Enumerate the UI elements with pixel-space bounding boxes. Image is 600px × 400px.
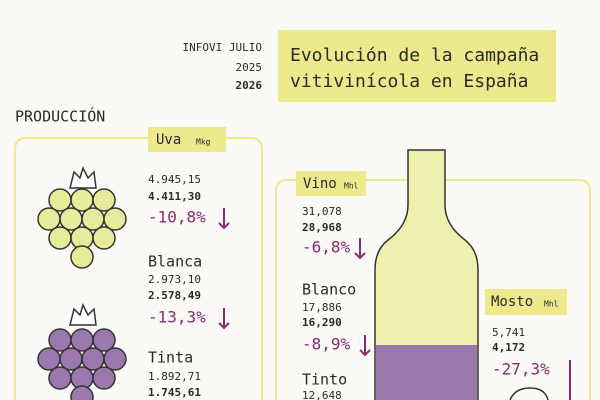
unit: Mkg xyxy=(196,138,211,147)
value-curr: 2.578,49 xyxy=(148,289,201,302)
title-box xyxy=(278,30,556,102)
change: -6,8% xyxy=(302,238,351,257)
unit: Mhl xyxy=(544,300,559,309)
label-box xyxy=(485,289,567,315)
change: -13,3% xyxy=(148,308,206,327)
panel xyxy=(14,137,263,400)
change: -10,8% xyxy=(148,208,206,227)
value-curr: 4,172 xyxy=(492,341,525,354)
mosto-icon xyxy=(509,387,549,400)
change: -27,3% xyxy=(492,360,550,379)
arrow-down xyxy=(359,335,371,357)
group-name: Blanco xyxy=(302,281,356,299)
panel-label: Uva xyxy=(156,132,181,148)
value-prev: 5,741 xyxy=(492,326,525,339)
change: -8,9% xyxy=(302,335,351,354)
label-box xyxy=(296,171,366,196)
arrow-down xyxy=(218,208,230,230)
bottle xyxy=(374,149,479,400)
value-curr: 1.745,61 xyxy=(148,386,201,399)
value-prev: 4.945,15 xyxy=(148,173,201,186)
arrow-down xyxy=(218,308,230,330)
section-title: PRODUCCIÓN xyxy=(15,107,105,126)
label-box xyxy=(148,127,226,152)
value-prev: 1.892,71 xyxy=(148,370,201,383)
value-curr: 16,290 xyxy=(302,316,342,329)
source: INFOVI JULIO xyxy=(183,41,262,54)
title: Evolución de la campaña xyxy=(290,45,539,66)
grapes-white xyxy=(37,165,127,269)
group-name: Blanca xyxy=(148,253,202,271)
panel-label: Mosto xyxy=(491,294,533,310)
year-current: 2026 xyxy=(236,79,263,92)
year-previous: 2025 xyxy=(236,61,263,74)
group-name: Tinta xyxy=(148,349,193,367)
value-prev: 2.973,10 xyxy=(148,273,201,286)
value-prev: 31,078 xyxy=(302,205,342,218)
grapes-red xyxy=(37,302,127,400)
panel-label: Vino xyxy=(303,176,337,192)
group-name: Tinto xyxy=(302,371,347,389)
value-curr: 4.411,30 xyxy=(148,190,201,203)
bottle-fill xyxy=(376,345,477,400)
unit: Mhl xyxy=(344,182,359,191)
value-prev: 12,648 xyxy=(302,389,342,400)
value-prev: 17,886 xyxy=(302,301,342,314)
title: vitivinícola en España xyxy=(290,71,528,92)
arrow-down xyxy=(354,238,366,260)
value-curr: 28,968 xyxy=(302,221,342,234)
